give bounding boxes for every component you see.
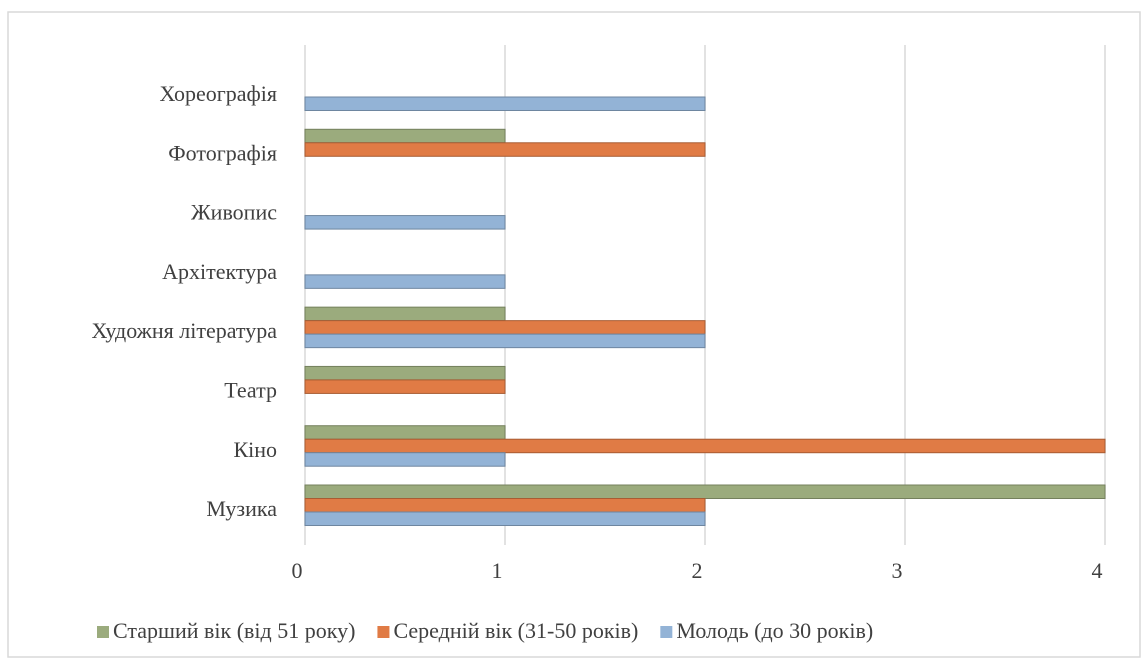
bar xyxy=(304,498,706,513)
y-tick-label: Живопис xyxy=(191,200,277,225)
bar xyxy=(304,484,1106,499)
y-tick-label: Художня література xyxy=(91,318,277,343)
bar xyxy=(304,452,506,467)
legend-marker xyxy=(97,626,109,638)
y-tick-label: Музика xyxy=(206,496,277,521)
bar xyxy=(304,320,706,335)
bar xyxy=(304,128,506,144)
x-tick-label: 0 xyxy=(292,558,303,583)
legend-marker xyxy=(377,626,390,638)
y-tick-label: Кіно xyxy=(233,437,277,462)
x-tick-label: 4 xyxy=(1092,558,1103,583)
y-tick-label: Архітектура xyxy=(162,259,277,284)
x-tick-label: 2 xyxy=(692,558,703,583)
bar xyxy=(304,379,506,394)
bar xyxy=(304,425,506,440)
bar xyxy=(304,365,506,381)
legend-label: Старший вік (від 51 року) xyxy=(113,618,355,643)
legend-marker xyxy=(660,626,673,638)
legend-label: Середній вік (31-50 років) xyxy=(393,618,638,643)
bar xyxy=(304,274,506,289)
x-tick-label: 3 xyxy=(892,558,903,583)
legend-label: Молодь (до 30 років) xyxy=(676,618,873,643)
bar xyxy=(304,142,706,157)
bar xyxy=(304,215,506,230)
bar xyxy=(304,333,706,349)
x-tick-label: 1 xyxy=(492,558,503,583)
bar xyxy=(304,438,1106,454)
y-tick-label: Хореографія xyxy=(159,81,277,106)
y-tick-label: Театр xyxy=(224,377,277,402)
bar xyxy=(304,96,706,111)
bar xyxy=(304,306,506,322)
y-tick-label: Фотографія xyxy=(168,140,277,165)
bar xyxy=(304,511,706,526)
